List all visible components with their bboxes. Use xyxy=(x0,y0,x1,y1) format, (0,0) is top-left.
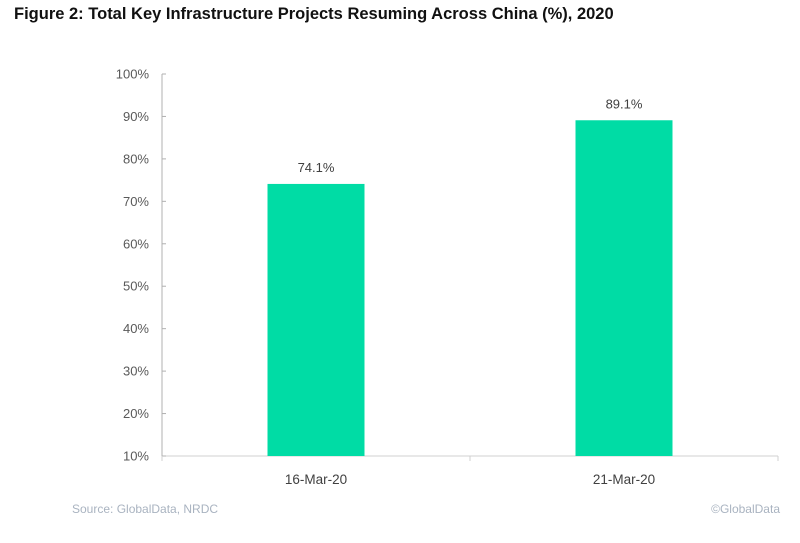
data-label: 74.1% xyxy=(298,160,335,175)
y-tick-label: 80% xyxy=(123,151,149,166)
y-tick-label: 20% xyxy=(123,406,149,421)
bar-21-Mar-20 xyxy=(575,120,673,457)
y-tick-label: 100% xyxy=(116,67,150,82)
x-tick-label: 21-Mar-20 xyxy=(593,472,655,487)
y-tick-label: 60% xyxy=(123,236,149,251)
copyright-note: ©GlobalData xyxy=(711,502,780,516)
x-tick-label: 16-Mar-20 xyxy=(285,472,347,487)
bar-16-Mar-20 xyxy=(267,183,365,457)
y-tick-label: 70% xyxy=(123,194,149,209)
source-note: Source: GlobalData, NRDC xyxy=(72,502,219,516)
y-tick-label: 90% xyxy=(123,109,149,124)
data-label: 89.1% xyxy=(606,96,643,111)
y-tick-label: 30% xyxy=(123,364,149,379)
y-tick-label: 40% xyxy=(123,321,149,336)
y-tick-label: 10% xyxy=(123,449,149,464)
y-tick-label: 50% xyxy=(123,279,149,294)
chart-title: Figure 2: Total Key Infrastructure Proje… xyxy=(14,5,614,23)
